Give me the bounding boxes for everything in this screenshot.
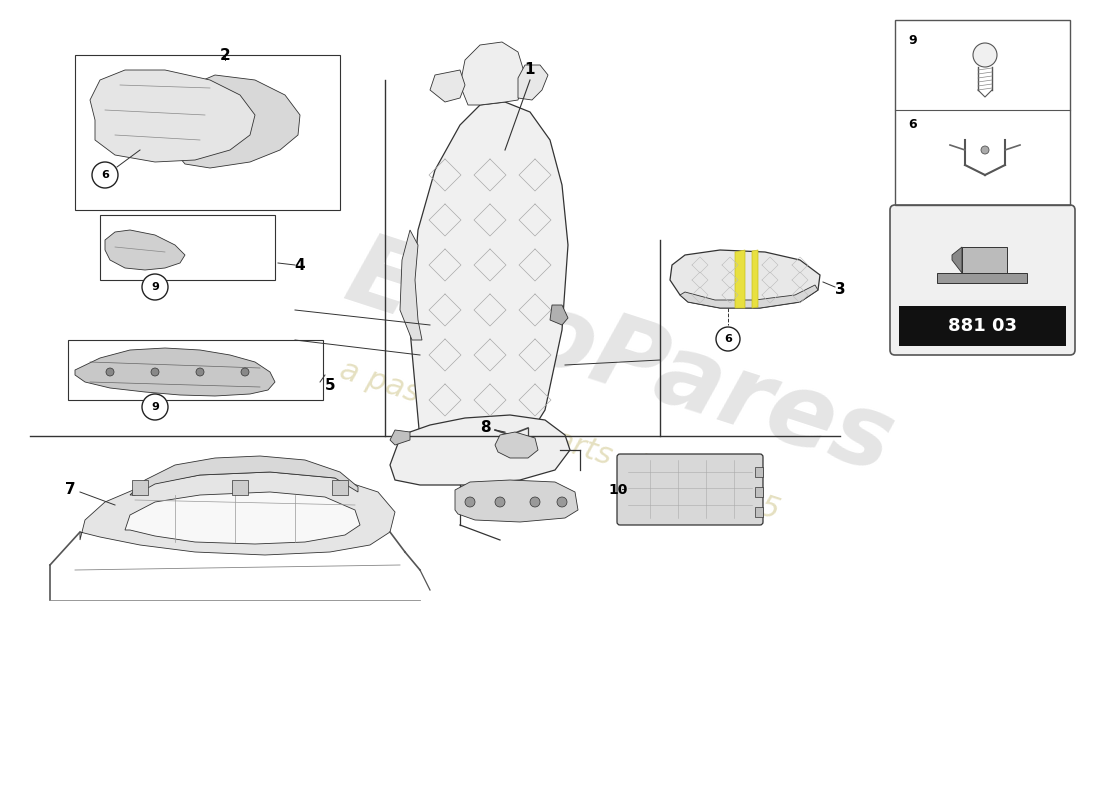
Polygon shape xyxy=(80,472,395,555)
Text: 9: 9 xyxy=(151,402,158,412)
Text: 3: 3 xyxy=(835,282,845,298)
Polygon shape xyxy=(962,247,1006,273)
Circle shape xyxy=(974,43,997,67)
Polygon shape xyxy=(460,42,525,105)
Circle shape xyxy=(92,162,118,188)
Bar xyxy=(68,340,323,400)
Bar xyxy=(895,20,1070,205)
Text: 8: 8 xyxy=(480,421,491,435)
Bar xyxy=(899,306,1066,346)
Text: 1: 1 xyxy=(525,62,536,78)
Text: 9: 9 xyxy=(909,34,917,46)
Polygon shape xyxy=(410,102,568,460)
Polygon shape xyxy=(104,230,185,270)
Polygon shape xyxy=(75,348,275,396)
Circle shape xyxy=(981,146,989,154)
Polygon shape xyxy=(132,480,148,495)
Text: 6: 6 xyxy=(909,118,917,131)
Polygon shape xyxy=(430,70,465,102)
Bar xyxy=(755,467,763,477)
Polygon shape xyxy=(170,75,300,168)
Polygon shape xyxy=(332,480,348,495)
Polygon shape xyxy=(735,250,745,308)
Polygon shape xyxy=(495,432,538,458)
Text: 5: 5 xyxy=(324,378,336,393)
Polygon shape xyxy=(232,480,248,495)
Circle shape xyxy=(142,394,168,420)
Polygon shape xyxy=(518,65,548,100)
Text: 9: 9 xyxy=(151,282,158,292)
Text: a passion for parts since 1985: a passion for parts since 1985 xyxy=(337,355,783,525)
Text: 4: 4 xyxy=(295,258,306,273)
FancyBboxPatch shape xyxy=(890,205,1075,355)
Bar xyxy=(75,55,340,210)
Polygon shape xyxy=(937,273,1027,283)
Polygon shape xyxy=(400,230,422,340)
FancyBboxPatch shape xyxy=(617,454,763,525)
Polygon shape xyxy=(680,285,818,308)
Circle shape xyxy=(716,327,740,351)
Circle shape xyxy=(142,274,168,300)
Circle shape xyxy=(557,497,566,507)
Bar xyxy=(755,507,763,517)
Bar xyxy=(755,487,763,497)
Polygon shape xyxy=(390,430,410,445)
Text: 881 03: 881 03 xyxy=(947,317,1016,335)
Polygon shape xyxy=(550,305,568,325)
Circle shape xyxy=(106,368,114,376)
Bar xyxy=(100,215,275,280)
Polygon shape xyxy=(125,492,360,544)
Circle shape xyxy=(196,368,204,376)
Polygon shape xyxy=(952,247,962,273)
Text: 6: 6 xyxy=(101,170,109,180)
Circle shape xyxy=(151,368,160,376)
Text: 7: 7 xyxy=(65,482,75,498)
Circle shape xyxy=(241,368,249,376)
Text: 2: 2 xyxy=(220,47,230,62)
Circle shape xyxy=(495,497,505,507)
Circle shape xyxy=(465,497,475,507)
Text: EuroPares: EuroPares xyxy=(334,226,905,494)
Polygon shape xyxy=(752,250,758,308)
Polygon shape xyxy=(390,415,570,485)
Circle shape xyxy=(530,497,540,507)
Polygon shape xyxy=(455,480,578,522)
Text: 6: 6 xyxy=(724,334,732,344)
Polygon shape xyxy=(90,70,255,162)
Polygon shape xyxy=(670,250,820,308)
Text: 10: 10 xyxy=(608,483,628,497)
Polygon shape xyxy=(130,456,358,495)
